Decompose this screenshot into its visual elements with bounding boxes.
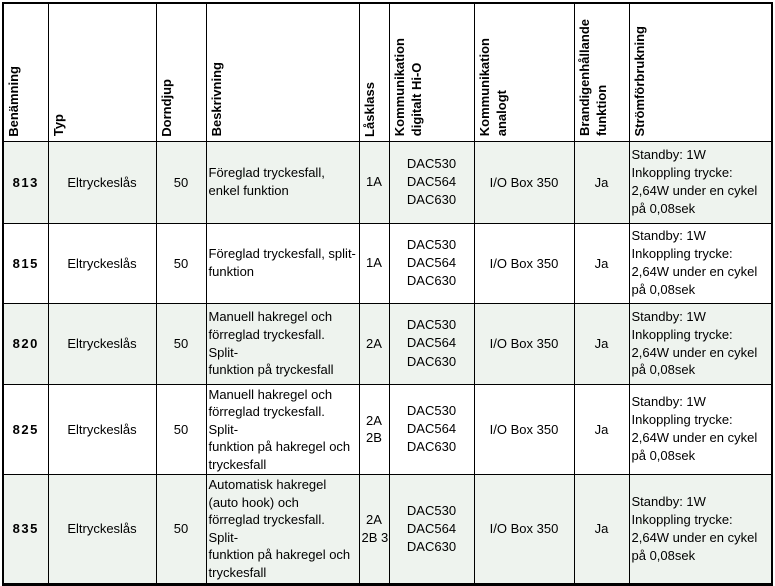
col-header-typ-label: Typ (50, 114, 66, 137)
cell-typ: Eltryckeslås (47, 222, 157, 304)
cell-lasklass: 1A (358, 140, 390, 224)
col-header-stromforbrukning-label: Strömförbrukning (631, 26, 647, 137)
cell-beskrivning: Föreglad tryckesfall, split- funktion (205, 222, 360, 304)
cell-beskrivning: Manuell hakregel och förreglad tryckesfa… (205, 302, 360, 385)
cell-typ: Eltryckeslås (47, 302, 157, 385)
col-header-kommunikation-digitalt: Kommunikation digitalt Hi-O (388, 2, 475, 142)
cell-beskrivning: Föreglad tryckesfall, enkel funktion (205, 140, 360, 224)
header-row: Benämning Typ Dorndjup Beskrivning Låskl… (2, 2, 773, 142)
col-header-dorndjup-label: Dorndjup (158, 78, 174, 137)
cell-lasklass: 2A (358, 302, 390, 385)
table-row-813: 813 Eltryckeslås 50 Föreglad tryckesfall… (2, 140, 773, 224)
col-header-beskrivning-label: Beskrivning (208, 62, 224, 137)
cell-lasklass: 2A 2B (358, 383, 390, 476)
table-row-820: 820 Eltryckeslås 50 Manuell hakregel och… (2, 302, 773, 385)
table-row-815: 815 Eltryckeslås 50 Föreglad tryckesfall… (2, 222, 773, 304)
cell-dorndjup: 50 (155, 222, 207, 304)
cell-stromforbrukning: Standby: 1W Inkoppling trycke: 2,64W und… (628, 474, 773, 585)
col-header-brandigenhallande-label: Brandigenhållande funktion (576, 19, 609, 137)
col-header-dorndjup: Dorndjup (155, 2, 207, 142)
cell-stromforbrukning: Standby: 1W Inkoppling trycke: 2,64W und… (628, 140, 773, 224)
cell-typ: Eltryckeslås (47, 140, 157, 224)
cell-typ: Eltryckeslås (47, 474, 157, 585)
cell-dorndjup: 50 (155, 302, 207, 385)
cell-dorndjup: 50 (155, 140, 207, 224)
col-header-typ: Typ (47, 2, 157, 142)
col-header-kommunikation-digitalt-label: Kommunikation digitalt Hi-O (391, 38, 424, 137)
cell-beskrivning: Manuell hakregel och förreglad tryckesfa… (205, 383, 360, 476)
cell-stromforbrukning: Standby: 1W Inkoppling trycke: 2,64W und… (628, 383, 773, 476)
cell-stromforbrukning: Standby: 1W Inkoppling trycke: 2,64W und… (628, 302, 773, 385)
col-header-lasklass-label: Låsklass (361, 81, 377, 137)
cell-kommunikation-digitalt: DAC530 DAC564 DAC630 (388, 222, 475, 304)
cell-kommunikation-digitalt: DAC530 DAC564 DAC630 (388, 474, 475, 585)
col-header-kommunikation-analogt: Kommunikation analogt (473, 2, 575, 142)
col-header-brandigenhallande: Brandigenhållande funktion (573, 2, 630, 142)
cell-kommunikation-analogt: I/O Box 350 (473, 302, 575, 385)
cell-brandigenhallande: Ja (573, 383, 630, 476)
cell-kommunikation-analogt: I/O Box 350 (473, 140, 575, 224)
col-header-stromforbrukning: Strömförbrukning (628, 2, 773, 142)
table-row-835: 835 Eltryckeslås 50 Automatisk hakregel … (2, 474, 773, 585)
cell-brandigenhallande: Ja (573, 302, 630, 385)
cell-brandigenhallande: Ja (573, 474, 630, 585)
col-header-benamning: Benämning (2, 2, 49, 142)
cell-kommunikation-digitalt: DAC530 DAC564 DAC630 (388, 302, 475, 385)
cell-benamning: 820 (2, 302, 49, 385)
cell-kommunikation-analogt: I/O Box 350 (473, 474, 575, 585)
cell-benamning: 825 (2, 383, 49, 476)
cell-lasklass: 1A (358, 222, 390, 304)
cell-brandigenhallande: Ja (573, 222, 630, 304)
cell-kommunikation-analogt: I/O Box 350 (473, 222, 575, 304)
cell-benamning: 813 (2, 140, 49, 224)
cell-dorndjup: 50 (155, 474, 207, 585)
cell-dorndjup: 50 (155, 383, 207, 476)
cell-kommunikation-digitalt: DAC530 DAC564 DAC630 (388, 383, 475, 476)
cell-typ: Eltryckeslås (47, 383, 157, 476)
cell-beskrivning: Automatisk hakregel (auto hook) och förr… (205, 474, 360, 585)
cell-kommunikation-digitalt: DAC530 DAC564 DAC630 (388, 140, 475, 224)
col-header-benamning-label: Benämning (6, 65, 21, 137)
cell-stromforbrukning: Standby: 1W Inkoppling trycke: 2,64W und… (628, 222, 773, 304)
cell-brandigenhallande: Ja (573, 140, 630, 224)
col-header-lasklass: Låsklass (358, 2, 390, 142)
cell-kommunikation-analogt: I/O Box 350 (473, 383, 575, 476)
cell-benamning: 815 (2, 222, 49, 304)
col-header-kommunikation-analogt-label: Kommunikation analogt (476, 38, 509, 137)
table-row-825: 825 Eltryckeslås 50 Manuell hakregel och… (2, 383, 773, 476)
col-header-beskrivning: Beskrivning (205, 2, 360, 142)
cell-lasklass: 2A 2B 3 (358, 474, 390, 585)
cell-benamning: 835 (2, 474, 49, 585)
